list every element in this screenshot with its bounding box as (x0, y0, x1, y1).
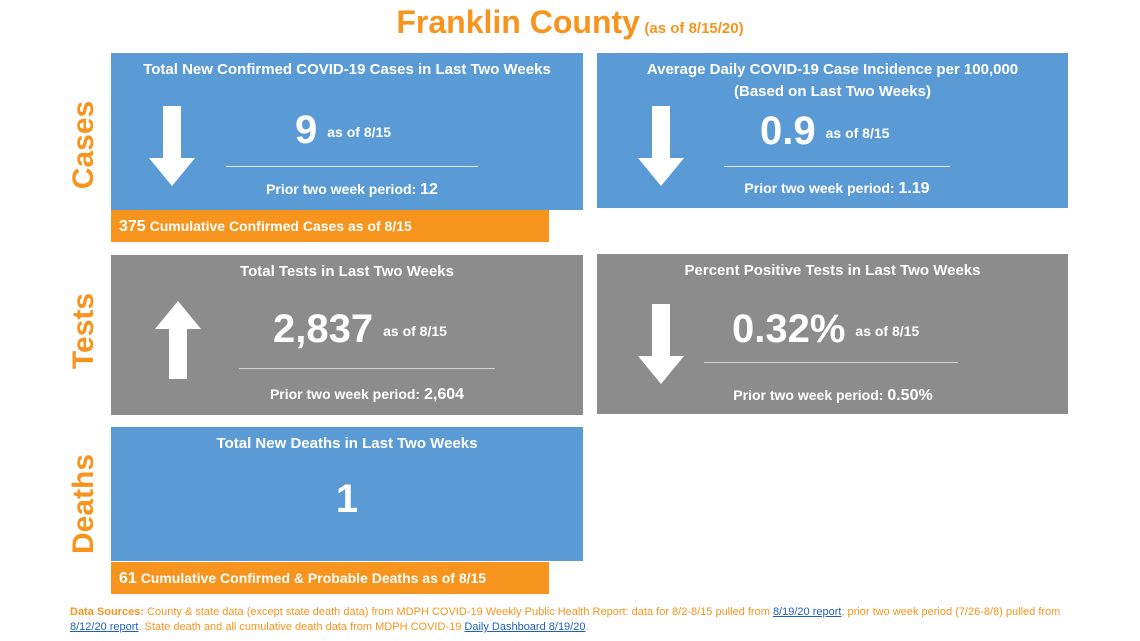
prior-value: 2,604 (423, 386, 465, 403)
section-label-deaths: Deaths (67, 453, 100, 555)
divider (226, 166, 478, 167)
prior-period: Prior two week period: 1.19 (697, 180, 977, 198)
report-link-8-19[interactable]: 8/19/20 report (772, 606, 842, 618)
card-value: 9 (295, 108, 318, 152)
card-heading: Total New Deaths in Last Two Weeks (216, 435, 478, 452)
title-main: Franklin County (396, 4, 640, 40)
prior-label: Prior two week period: (269, 386, 421, 402)
dashboard-link[interactable]: Daily Dashboard 8/19/20 (464, 621, 586, 633)
arrow-down-icon (638, 106, 684, 186)
arrow-down-icon (149, 106, 195, 186)
prior-label: Prior two week period: (266, 181, 417, 197)
prior-period: Prior two week period: 12 (226, 181, 478, 199)
card-value: 0.32% (732, 307, 846, 351)
card-heading: Total Tests in Last Two Weeks (240, 263, 454, 280)
card-value-line: 0.32% as of 8/15 (732, 307, 919, 352)
card-heading-line1: Average Daily COVID-19 Case Incidence pe… (646, 61, 1019, 78)
card-value: 1 (335, 477, 359, 521)
prior-value: 12 (420, 181, 438, 198)
prior-label: Prior two week period: (733, 387, 884, 403)
divider (704, 362, 958, 363)
section-label-tests: Tests (67, 292, 100, 370)
card-deaths: Total New Deaths in Last Two Weeks 1 (111, 427, 583, 561)
divider (239, 368, 495, 369)
cumulative-cases-value: 375 (119, 218, 146, 235)
card-as-of: as of 8/15 (327, 124, 392, 141)
prior-value: 0.50% (887, 387, 933, 404)
section-label-cases: Cases (67, 100, 100, 190)
card-heading: Total New Confirmed COVID-19 Cases in La… (143, 61, 551, 78)
cumulative-cases-label: Cumulative Confirmed Cases as of 8/15 (149, 218, 412, 234)
card-value: 2,837 (273, 307, 374, 351)
cumulative-cases-banner: 375 Cumulative Confirmed Cases as of 8/1… (111, 210, 549, 242)
prior-period: Prior two week period: 0.50% (697, 387, 969, 405)
divider (724, 166, 950, 167)
card-value-line: 9 as of 8/15 (295, 108, 391, 153)
data-sources-note: Data Sources: County & state data (excep… (70, 605, 1080, 635)
cumulative-deaths-value: 61 (119, 570, 137, 587)
sources-label: Data Sources: (70, 606, 144, 618)
sources-text-3: . State death and all cumulative death d… (138, 621, 462, 633)
card-heading-line2: (Based on Last Two Weeks) (734, 83, 931, 100)
title-date: (as of 8/15/20) (644, 20, 744, 37)
prior-label: Prior two week period: (744, 180, 895, 196)
sources-text-4: . (585, 621, 589, 633)
prior-value: 1.19 (898, 180, 930, 197)
card-value: 0.9 (760, 109, 816, 153)
report-link-8-12[interactable]: 8/12/20 report (70, 621, 139, 633)
cumulative-deaths-label: Cumulative Confirmed & Probable Deaths a… (140, 570, 487, 586)
card-heading: Average Daily COVID-19 Case Incidence pe… (597, 59, 1068, 103)
card-value-line: 0.9 as of 8/15 (760, 109, 889, 154)
arrow-down-icon (638, 304, 684, 384)
card-value-line: 2,837 as of 8/15 (273, 307, 447, 352)
card-as-of: as of 8/15 (383, 323, 447, 340)
card-heading: Percent Positive Tests in Last Two Weeks (684, 262, 981, 279)
card-new-cases: Total New Confirmed COVID-19 Cases in La… (111, 53, 583, 210)
arrow-up-icon (155, 301, 201, 379)
card-incidence: Average Daily COVID-19 Case Incidence pe… (597, 53, 1068, 208)
cumulative-deaths-banner: 61 Cumulative Confirmed & Probable Death… (111, 562, 549, 594)
card-percent-positive: Percent Positive Tests in Last Two Weeks… (597, 254, 1068, 414)
page-title: Franklin County (as of 8/15/20) (0, 4, 1140, 41)
prior-period: Prior two week period: 2,604 (239, 386, 495, 404)
card-tests: Total Tests in Last Two Weeks 2,837 as of… (111, 255, 583, 415)
card-as-of: as of 8/15 (855, 323, 920, 340)
sources-text-2: ; prior two week period (7/26-8/8) pulle… (841, 606, 1061, 618)
card-as-of: as of 8/15 (825, 125, 890, 142)
sources-text-1: County & state data (except state death … (147, 606, 770, 618)
